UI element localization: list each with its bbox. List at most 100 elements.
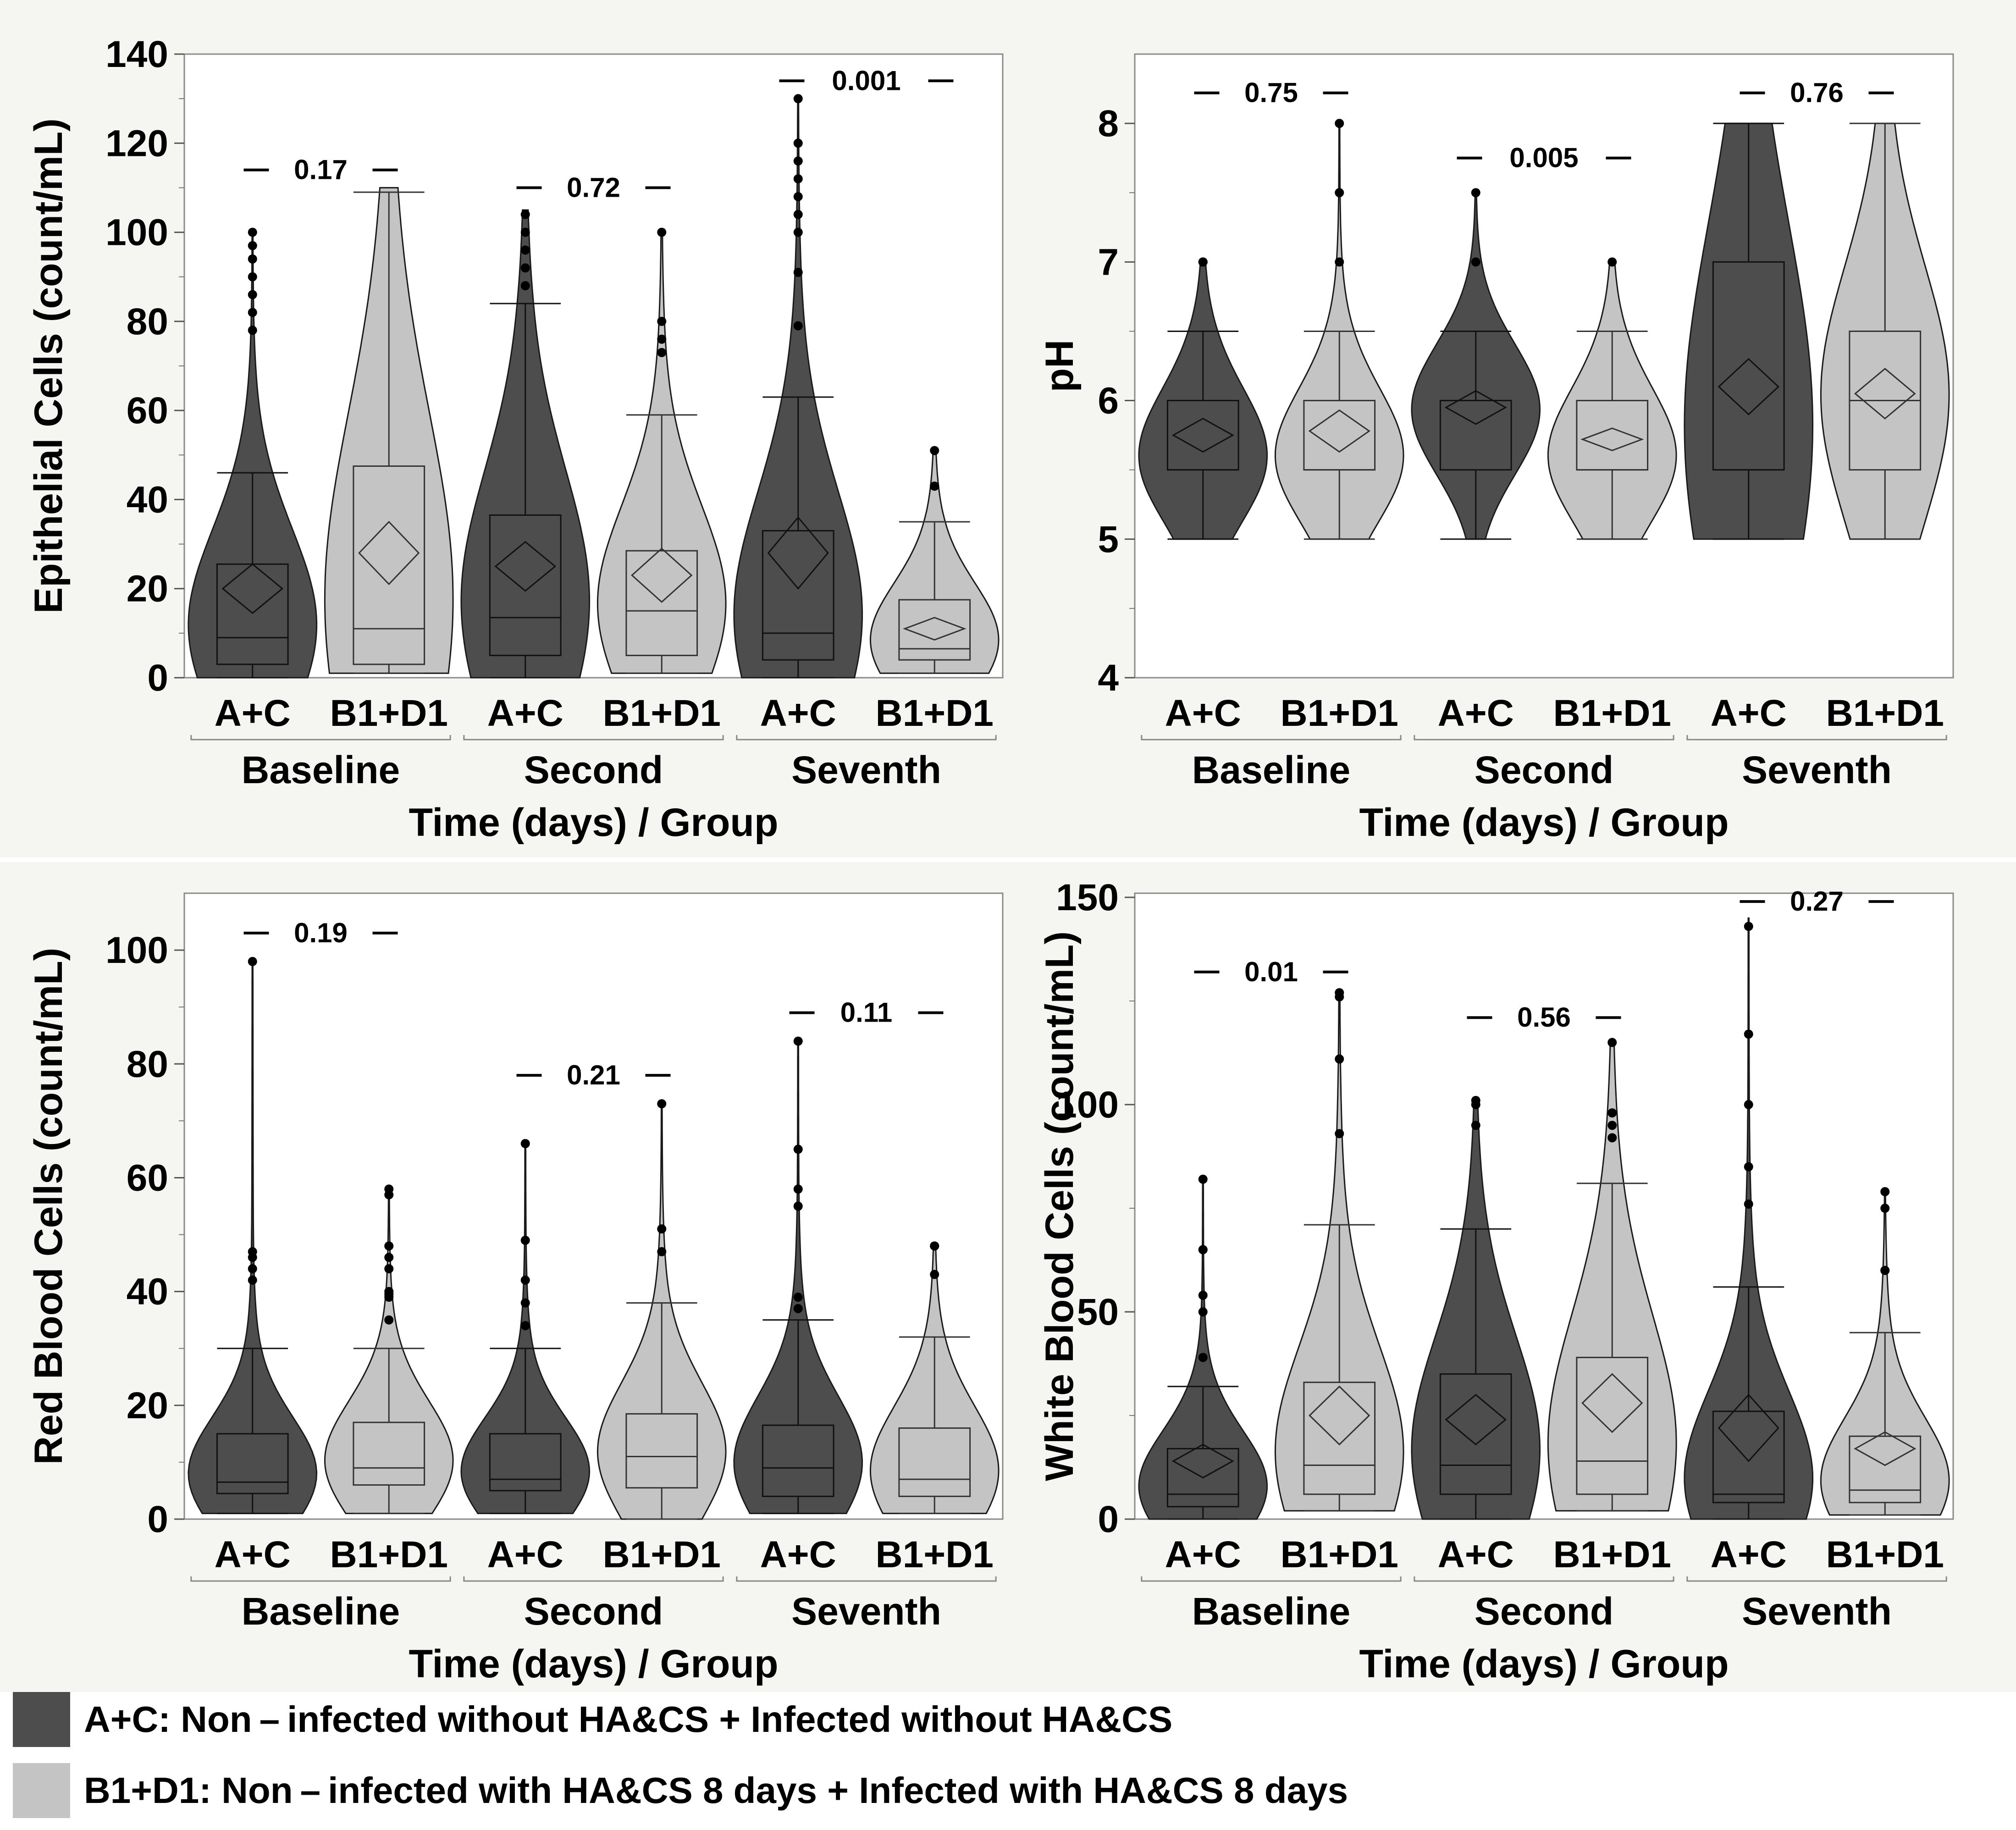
iqr-box: [1439, 1373, 1512, 1495]
outlier-point: [793, 94, 803, 104]
iqr-box: [1576, 1356, 1649, 1495]
time-label: Baseline: [242, 1590, 400, 1633]
outlier-point: [1607, 1108, 1617, 1118]
mean-diamond: [1171, 418, 1234, 453]
time-bracket: [736, 1576, 997, 1582]
outlier-point: [793, 1201, 803, 1211]
outlier-point: [384, 1264, 394, 1273]
mean-diamond: [1854, 368, 1916, 420]
violin-second-b1-d1: [597, 227, 727, 674]
legend-item-b1-d1: B1+D1: Non – infected with HA&CS 8 days …: [13, 1763, 1348, 1818]
violin-second-b1-d1: [1547, 1038, 1677, 1512]
violin-shape: [1684, 917, 1814, 1520]
outlier-point: [793, 1036, 803, 1046]
pvalue-label: 0.17: [294, 155, 348, 185]
iqr-box: [762, 530, 834, 661]
x-category-label: B1+D1: [1280, 1534, 1398, 1576]
outlier-point: [520, 281, 530, 291]
y-tick-label: 20: [127, 1385, 168, 1426]
outlier-point: [248, 290, 257, 299]
outlier-point: [1880, 1204, 1890, 1213]
outlier-point: [793, 1293, 803, 1302]
violin-second-b1-d1: [1547, 257, 1677, 540]
legend-swatch-b1-d1: [13, 1763, 70, 1818]
outlier-point: [1880, 1266, 1890, 1275]
outlier-point: [520, 1321, 530, 1331]
outlier-point: [657, 1247, 667, 1256]
plot-frame: [1134, 53, 1954, 679]
pvalue-label: 0.19: [294, 918, 348, 948]
plot-frame: [183, 892, 1004, 1520]
mean-diamond: [1854, 1431, 1917, 1466]
panel-rbc: 0 20 40 60 80 100 Red Blood Cells (count/mL) A+…: [0, 862, 1013, 1692]
x-category-label: B1+D1: [330, 1534, 448, 1576]
outlier-point: [1607, 1121, 1617, 1130]
time-label: Second: [524, 1590, 663, 1633]
violin-second-a-c: [1411, 188, 1541, 540]
iqr-box: [216, 1433, 289, 1494]
outlier-point: [248, 956, 257, 966]
outlier-point: [248, 227, 257, 237]
time-bracket: [1686, 1576, 1947, 1582]
y-tick-label: 7: [1098, 241, 1119, 283]
x-category-label: A+C: [1711, 692, 1787, 734]
violin-second-a-c: [460, 209, 591, 679]
x-category-label: B1+D1: [875, 692, 994, 734]
outlier-point: [384, 1315, 394, 1325]
pvalue-label: 0.21: [567, 1060, 620, 1090]
pvalue-label: 0.001: [832, 65, 900, 96]
outlier-point: [930, 1270, 939, 1279]
outlier-point: [248, 241, 257, 250]
outlier-point: [930, 1241, 939, 1251]
violin-baseline-a-c: [188, 956, 318, 1515]
y-tick-label: 100: [105, 212, 168, 254]
outlier-point: [248, 1264, 257, 1273]
violin-second-a-c: [460, 1139, 591, 1515]
outlier-point: [520, 227, 530, 237]
y-tick-label: 80: [127, 1043, 168, 1085]
iqr-box: [898, 599, 971, 661]
y-axis-title: White Blood Cells (count/mL): [1038, 931, 1082, 1481]
y-tick-label: 80: [127, 301, 168, 343]
x-category-label: A+C: [215, 1534, 291, 1576]
pvalue-label: 0.76: [1790, 77, 1844, 108]
iqr-box: [1303, 1382, 1376, 1495]
x-category-label: B1+D1: [330, 692, 448, 734]
time-bracket: [190, 1576, 451, 1582]
outlier-point: [520, 1235, 530, 1245]
panel-wbc: 0 50 100 150 White Blood Cells (count/mL) A+C…: [1013, 862, 2016, 1692]
mean-diamond: [1445, 1393, 1507, 1446]
x-category-label: A+C: [760, 1534, 836, 1576]
outlier-point: [1880, 1187, 1890, 1196]
outlier-point: [384, 1287, 394, 1296]
y-tick-label: 40: [127, 479, 168, 520]
outlier-point: [1607, 1133, 1617, 1143]
violin-seventh-a-c: [733, 1036, 863, 1515]
outlier-point: [1198, 1307, 1208, 1317]
violin-seventh-b1-d1: [1820, 122, 1950, 540]
legend-item-a-c: A+C: Non – infected without HA&CS + Infe…: [13, 1692, 1172, 1747]
outlier-point: [930, 481, 939, 491]
mean-diamond: [1581, 1373, 1643, 1433]
y-tick-label: 5: [1098, 519, 1119, 560]
legend-label-a-c: A+C: Non – infected without HA&CS + Infe…: [84, 1699, 1173, 1740]
y-tick-label: 120: [105, 122, 168, 164]
time-label: Second: [1475, 1590, 1613, 1633]
time-label: Seventh: [791, 748, 941, 791]
time-bracket: [736, 735, 997, 741]
outlier-point: [793, 268, 803, 277]
outlier-point: [520, 210, 530, 219]
mean-diamond: [358, 520, 420, 586]
y-tick-label: 100: [1056, 1084, 1119, 1126]
outlier-point: [520, 263, 530, 273]
y-axis-title: Epithelial Cells (count/mL): [27, 118, 71, 614]
violin-baseline-a-c: [1138, 1174, 1268, 1520]
iqr-box: [489, 1433, 562, 1492]
violin-baseline-a-c: [1138, 257, 1268, 540]
outlier-point: [1744, 1100, 1753, 1110]
outlier-point: [1198, 1290, 1208, 1300]
outlier-point: [248, 254, 257, 264]
x-category-label: B1+D1: [875, 1534, 994, 1576]
outlier-point: [248, 308, 257, 317]
